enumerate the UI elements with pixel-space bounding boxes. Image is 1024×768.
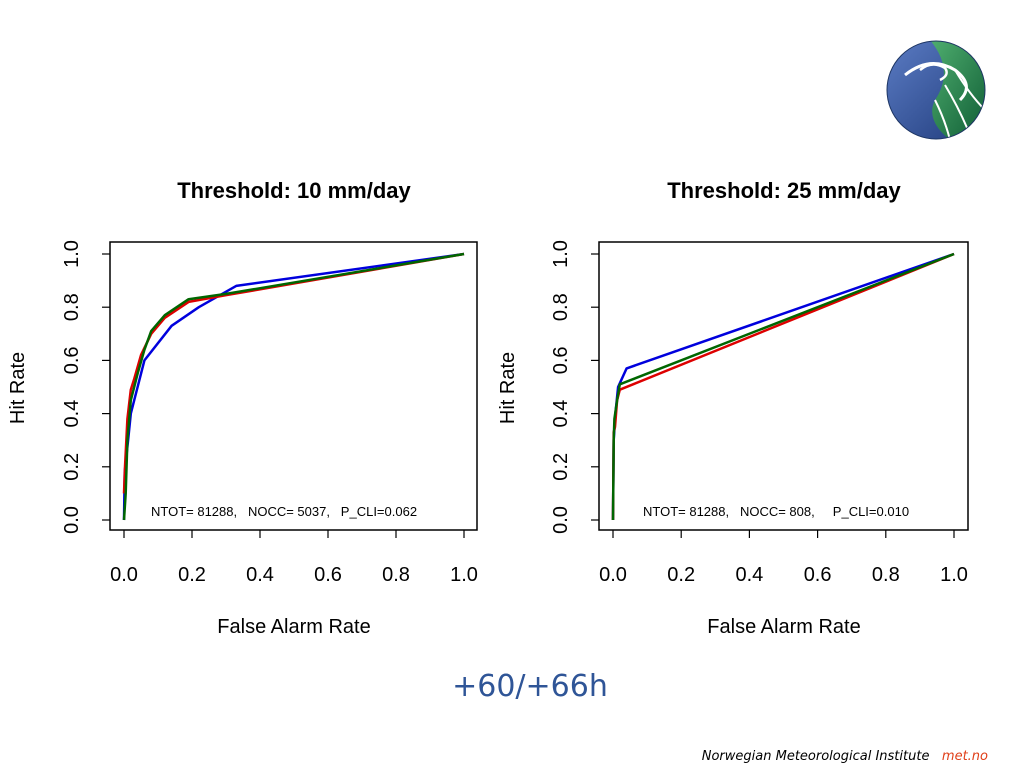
series-layer <box>122 252 465 521</box>
stats-annotation: NTOT= 81288, NOCC= 5037, P_CLI=0.062 <box>151 504 417 519</box>
footer: Norwegian Meteorological Institute met.n… <box>702 747 988 764</box>
institute-name: Norwegian Meteorological Institute <box>702 749 930 764</box>
y-tick-label: 0.0 <box>61 506 83 534</box>
x-tick-label: 0.8 <box>872 564 900 586</box>
series-line <box>611 252 955 521</box>
series-line <box>122 252 465 521</box>
series-layer <box>611 252 955 521</box>
y-tick-label: 0.6 <box>61 346 83 374</box>
plot-frame <box>109 241 478 531</box>
y-axis-label: Hit Rate <box>7 352 29 424</box>
x-tick-label: 0.2 <box>178 564 206 586</box>
plot-frame <box>598 241 969 531</box>
x-tick-label: 0.4 <box>735 564 763 586</box>
y-tick-label: 0.8 <box>550 293 572 321</box>
series-line <box>122 252 465 521</box>
x-tick-label: 0.8 <box>382 564 410 586</box>
y-axis: 0.0 0.2 0.4 0.6 0.8 1.0 <box>550 240 599 534</box>
chart-title: Threshold: 25 mm/day <box>667 178 901 203</box>
x-tick-label: 0.6 <box>804 564 832 586</box>
y-tick-label: 0.4 <box>550 400 572 428</box>
x-tick-label: 1.0 <box>940 564 968 586</box>
forecast-lead-time: +60/+66h <box>452 669 608 704</box>
y-tick-label: 0.2 <box>61 453 83 481</box>
stats-annotation: NTOT= 81288, NOCC= 808, P_CLI=0.010 <box>643 504 909 519</box>
series-line <box>611 252 955 521</box>
x-axis-label: False Alarm Rate <box>707 616 860 638</box>
x-axis: 0.0 0.2 0.4 0.6 0.8 1.0 <box>110 530 478 586</box>
x-tick-label: 0.6 <box>314 564 342 586</box>
y-tick-label: 0.4 <box>61 400 83 428</box>
y-axis: 0.0 0.2 0.4 0.6 0.8 1.0 <box>61 240 110 534</box>
y-tick-label: 1.0 <box>550 240 572 268</box>
y-tick-label: 1.0 <box>61 240 83 268</box>
x-tick-label: 0.2 <box>667 564 695 586</box>
x-tick-label: 1.0 <box>450 564 478 586</box>
x-tick-label: 0.0 <box>110 564 138 586</box>
y-tick-label: 0.8 <box>61 293 83 321</box>
y-axis-label: Hit Rate <box>497 352 519 424</box>
y-tick-label: 0.0 <box>550 506 572 534</box>
chart-title: Threshold: 10 mm/day <box>177 178 411 203</box>
y-tick-label: 0.6 <box>550 346 572 374</box>
series-line <box>611 252 955 521</box>
x-axis: 0.0 0.2 0.4 0.6 0.8 1.0 <box>599 530 968 586</box>
x-axis-label: False Alarm Rate <box>217 616 370 638</box>
met-no-globe-logo-icon <box>886 40 986 140</box>
roc-chart-10mm: Threshold: 10 mm/day 0.0 0.2 0.4 0.6 0.8 1.0 … <box>7 178 478 638</box>
roc-chart-25mm: Threshold: 25 mm/day 0.0 0.2 0.4 0.6 0.8 1.0 … <box>497 178 969 638</box>
y-tick-label: 0.2 <box>550 453 572 481</box>
x-tick-label: 0.0 <box>599 564 627 586</box>
brand-name: met.no <box>942 749 988 764</box>
series-line <box>122 252 465 494</box>
x-tick-label: 0.4 <box>246 564 274 586</box>
